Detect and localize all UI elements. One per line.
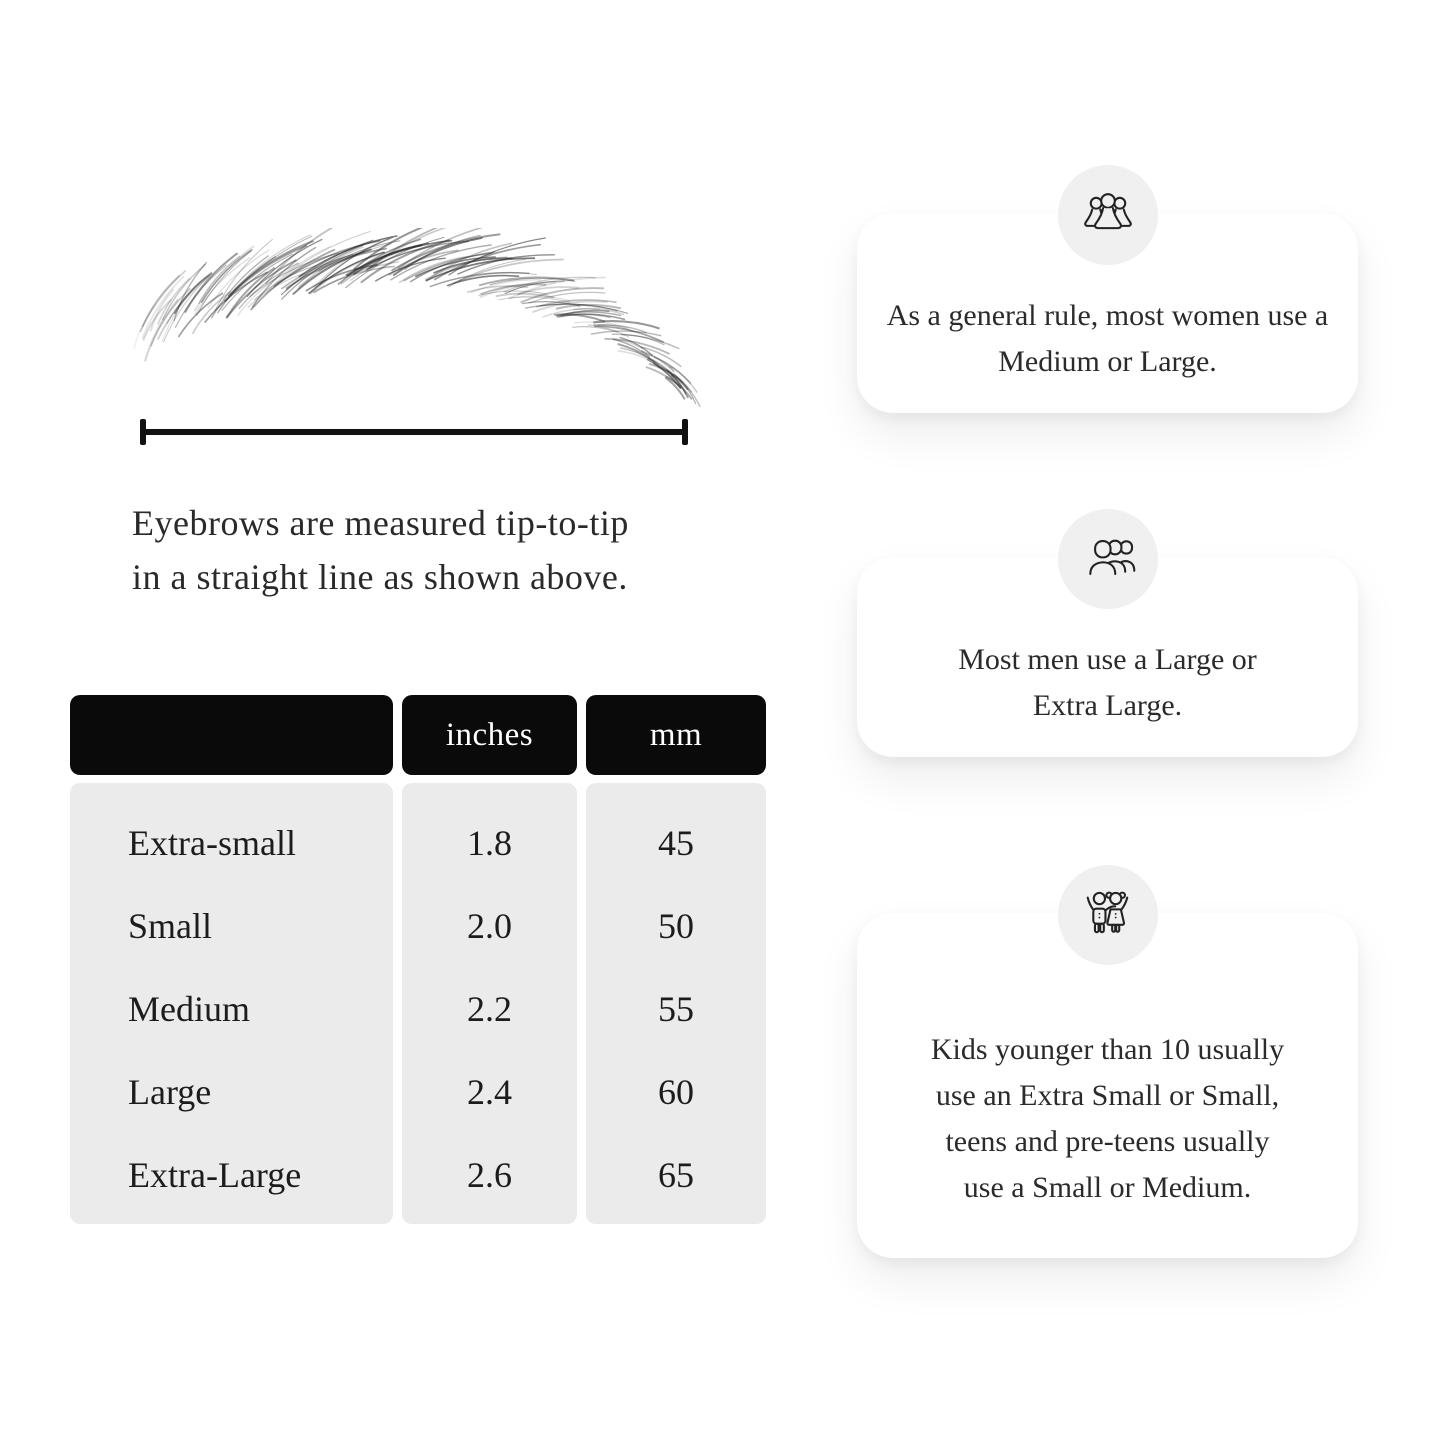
mm-column: 45 50 55 60 65	[586, 783, 766, 1224]
size-table-body: Extra-small Small Medium Large Extra-Lar…	[70, 783, 766, 1224]
mm-value: 55	[658, 988, 694, 1029]
inches-column: 1.8 2.0 2.2 2.4 2.6	[402, 783, 577, 1224]
info-card-kids-text: Kids younger than 10 usually use an Extr…	[930, 1032, 1285, 1204]
inches-value: 2.6	[467, 1154, 512, 1195]
caption-line-2: in a straight line as shown above.	[132, 557, 628, 597]
info-card-men: Most men use a Large or Extra Large.	[857, 509, 1358, 757]
mm-value: 65	[658, 1154, 694, 1195]
measurement-line-right-cap	[682, 419, 688, 445]
mm-value: 50	[658, 905, 694, 946]
header-cell-inches: inches	[402, 695, 577, 775]
size-table-header: inches mm	[70, 695, 766, 775]
women-group-icon	[1057, 165, 1158, 265]
info-card-men-text: Most men use a Large or Extra Large.	[958, 643, 1257, 722]
inches-value: 1.8	[467, 822, 512, 863]
size-name: Extra-Large	[128, 1154, 302, 1195]
info-card-kids: Kids younger than 10 usually use an Extr…	[857, 865, 1358, 1258]
header-cell-mm: mm	[586, 695, 766, 775]
size-name-column: Extra-small Small Medium Large Extra-Lar…	[70, 783, 393, 1224]
size-name: Medium	[128, 988, 250, 1029]
measurement-caption: Eyebrows are measured tip-to-tip in a st…	[132, 496, 629, 604]
header-cell-size	[70, 695, 393, 775]
measurement-line-left-cap	[140, 419, 146, 445]
mm-value: 60	[658, 1071, 694, 1112]
eyebrow-hairs	[133, 228, 701, 408]
size-name: Small	[128, 905, 213, 946]
info-card-women-text: As a general rule, most women use a Medi…	[886, 299, 1329, 378]
info-card-women: As a general rule, most women use a Medi…	[857, 165, 1358, 413]
mm-value: 45	[658, 822, 694, 863]
size-name: Extra-small	[128, 822, 296, 863]
kids-icon	[1057, 865, 1158, 965]
caption-line-1: Eyebrows are measured tip-to-tip	[132, 503, 629, 543]
inches-value: 2.4	[467, 1071, 512, 1112]
size-table: inches mm Extra-small Small Medium Large…	[70, 695, 766, 1224]
measurement-line	[140, 419, 688, 445]
eyebrow-illustration	[133, 228, 701, 408]
inches-value: 2.0	[467, 905, 512, 946]
size-name: Large	[128, 1071, 212, 1112]
men-group-icon	[1057, 509, 1158, 609]
inches-value: 2.2	[467, 988, 512, 1029]
